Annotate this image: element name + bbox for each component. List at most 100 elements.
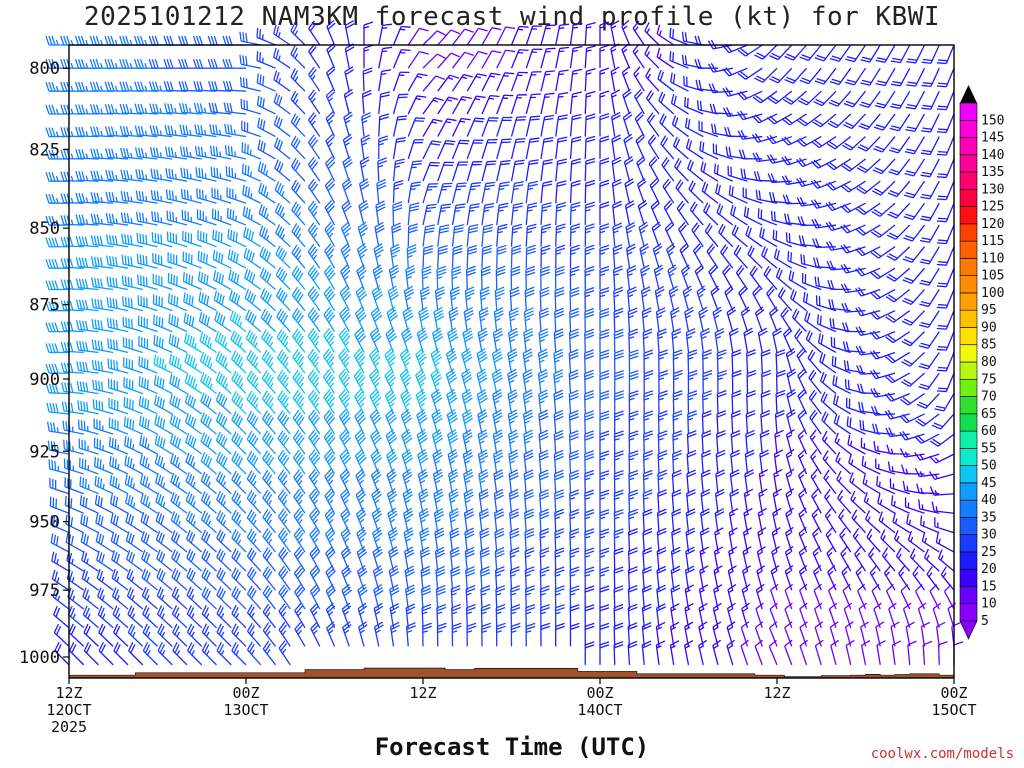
wind-barb: [434, 546, 446, 572]
wind-barb: [904, 497, 925, 514]
wind-barb: [105, 213, 129, 226]
wind-barb: [338, 409, 351, 435]
wind-barb: [660, 135, 675, 160]
wind-barb: [140, 530, 158, 553]
wind-barb: [921, 113, 940, 133]
colorbar-label: 90: [981, 320, 997, 335]
wind-barb: [256, 95, 276, 115]
wind-barb: [714, 508, 725, 533]
wind-barb: [476, 388, 488, 415]
wind-barb: [524, 508, 535, 533]
colorbar-label: 40: [981, 493, 997, 508]
x-tick-label: 00Z: [940, 684, 967, 702]
x-tick-label: 12Z: [409, 684, 436, 702]
wind-barb: [151, 211, 173, 226]
wind-barb: [525, 604, 536, 628]
wind-barb: [828, 299, 851, 312]
wind-barb: [613, 603, 624, 628]
wind-barb: [537, 369, 549, 394]
wind-barb: [403, 285, 415, 311]
wind-barb: [307, 307, 321, 333]
wind-barb: [392, 201, 403, 226]
wind-barb: [622, 111, 633, 137]
chart-title: 2025101212 NAM3KM forecast wind profile …: [83, 2, 941, 32]
wind-barb: [928, 471, 955, 480]
wind-barb: [170, 472, 188, 495]
wind-barb: [644, 22, 660, 46]
wind-barb: [871, 423, 896, 435]
wind-barb: [151, 232, 173, 248]
wind-barb: [702, 390, 712, 414]
wind-barb: [713, 584, 723, 610]
wind-barb: [643, 430, 653, 455]
wind-barb: [555, 201, 567, 226]
wind-barb: [152, 273, 173, 291]
wind-barbs-layer: [45, 19, 964, 666]
wind-barb: [784, 44, 807, 61]
wind-barb: [107, 358, 129, 374]
wind-barb: [701, 449, 711, 475]
wind-barb: [165, 189, 188, 204]
wind-barb: [683, 75, 704, 92]
wind-barb: [929, 433, 955, 447]
wind-barb: [480, 566, 491, 591]
wind-barb: [105, 191, 129, 204]
wind-barb: [743, 206, 763, 226]
wind-barb: [669, 306, 680, 332]
wind-barb: [496, 202, 509, 226]
wind-barb: [310, 602, 321, 629]
wind-barb: [855, 224, 881, 236]
wind-barb: [759, 227, 778, 248]
wind-barb: [480, 585, 491, 610]
wind-barb: [138, 356, 158, 374]
wind-barb: [509, 527, 520, 553]
wind-barb: [80, 532, 99, 553]
wind-barb: [722, 67, 748, 77]
wind-barb: [339, 448, 352, 475]
wind-barb: [292, 389, 306, 415]
wind-barb: [193, 102, 217, 115]
wind-barb: [241, 163, 262, 182]
wind-barb: [810, 449, 822, 475]
wind-barb: [246, 489, 262, 514]
wind-barb: [216, 567, 232, 591]
wind-barb: [687, 369, 698, 394]
wind-barb: [437, 224, 450, 247]
wind-barb: [198, 311, 217, 333]
wind-barb: [936, 224, 955, 245]
wind-barb: [830, 639, 840, 666]
wind-barb: [569, 244, 580, 269]
wind-barb: [731, 390, 742, 414]
wind-barb: [613, 489, 624, 514]
wind-barb: [704, 222, 719, 248]
wind-barb: [857, 136, 881, 152]
wind-barb: [307, 243, 321, 269]
wind-barb: [813, 90, 837, 107]
wind-barb: [569, 469, 580, 494]
wind-barb: [357, 602, 368, 628]
wind-barb: [371, 488, 382, 514]
wind-barb: [241, 142, 261, 160]
wind-barb: [45, 343, 69, 354]
wind-barb: [788, 270, 807, 291]
wind-barb: [357, 583, 368, 610]
wind-barb: [686, 449, 697, 475]
wind-barb: [46, 402, 70, 415]
wind-barb: [142, 641, 158, 666]
wind-barb: [404, 565, 415, 591]
wind-barb: [323, 285, 336, 312]
wind-barb: [766, 154, 792, 164]
wind-barb: [75, 192, 99, 204]
wind-barb: [185, 472, 203, 495]
wind-barb: [277, 369, 291, 394]
colorbar-label: 65: [981, 407, 997, 422]
wind-barb: [378, 46, 393, 69]
wind-barb: [858, 113, 881, 130]
wind-barb: [216, 510, 232, 534]
wind-barb: [770, 210, 792, 226]
wind-barb: [214, 310, 232, 333]
wind-barb: [276, 349, 291, 374]
wind-barb: [728, 185, 748, 204]
wind-barb: [136, 253, 158, 269]
wind-barb: [369, 327, 382, 353]
